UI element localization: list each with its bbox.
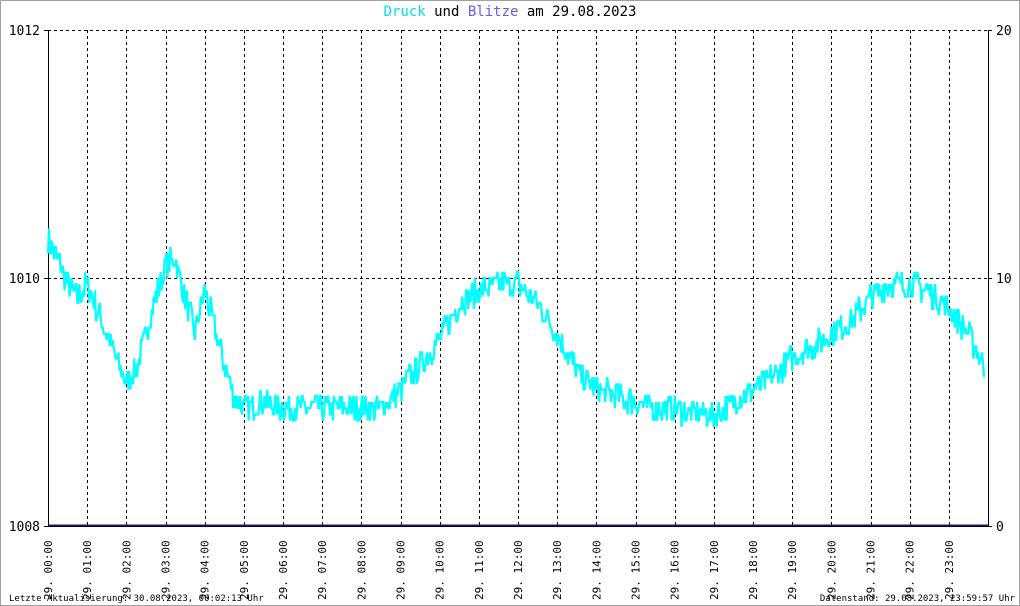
x-tick-label: 29. 01:00 — [81, 540, 94, 600]
chart-title: Druck und Blitze am 29.08.2023 — [0, 4, 1020, 20]
x-tick-label: 29. 21:00 — [865, 540, 878, 600]
x-tick-label: 29. 08:00 — [355, 540, 368, 600]
x-tick-label: 29. 00:00 — [42, 540, 55, 600]
x-tick-label: 29. 22:00 — [904, 540, 917, 600]
title-date: 29.08.2023 — [552, 4, 637, 20]
title-druck: Druck — [383, 4, 426, 20]
x-tick-label: 29. 19:00 — [786, 540, 799, 600]
x-tick-label: 29. 06:00 — [277, 540, 290, 600]
x-tick-label: 29. 14:00 — [590, 540, 603, 600]
x-tick-label: 29. 20:00 — [825, 540, 838, 600]
x-tick-label: 29. 17:00 — [708, 540, 721, 600]
x-tick-label: 29. 09:00 — [395, 540, 408, 600]
y-left-tick-label: 1008 — [9, 520, 40, 535]
x-tick-label: 29. 23:00 — [943, 540, 956, 600]
x-tick-label: 29. 03:00 — [160, 540, 173, 600]
y-right-tick-label: 10 — [996, 272, 1012, 287]
x-tick-label: 29. 12:00 — [512, 540, 525, 600]
y-left-tick-label: 1012 — [9, 24, 40, 39]
title-blitze: Blitze — [467, 4, 519, 20]
series-druck-line — [46, 228, 986, 427]
x-tick-label: 29. 10:00 — [434, 540, 447, 600]
x-tick-label: 29. 04:00 — [199, 540, 212, 600]
x-tick-label: 29. 16:00 — [669, 540, 682, 600]
x-tick-label: 29. 18:00 — [747, 540, 760, 600]
footer-data-status: Datenstand: 29.08.2023, 23:59:57 Uhr — [819, 594, 1015, 604]
x-tick-label: 29. 11:00 — [473, 540, 486, 600]
y-right-tick-label: 0 — [996, 520, 1004, 535]
x-tick-label: 29. 05:00 — [238, 540, 251, 600]
title-und: und — [434, 4, 460, 20]
x-tick-label: 29. 13:00 — [551, 540, 564, 600]
x-tick-label: 29. 15:00 — [630, 540, 643, 600]
y-left-tick-label: 1010 — [9, 272, 40, 287]
title-am: am — [526, 4, 544, 20]
x-tick-label: 29. 02:00 — [120, 540, 133, 600]
y-right-tick-label: 20 — [996, 24, 1012, 39]
x-tick-label: 29. 07:00 — [316, 540, 329, 600]
footer-last-update: Letzte Aktualisierung: 30.08.2023, 00:02… — [9, 594, 264, 604]
